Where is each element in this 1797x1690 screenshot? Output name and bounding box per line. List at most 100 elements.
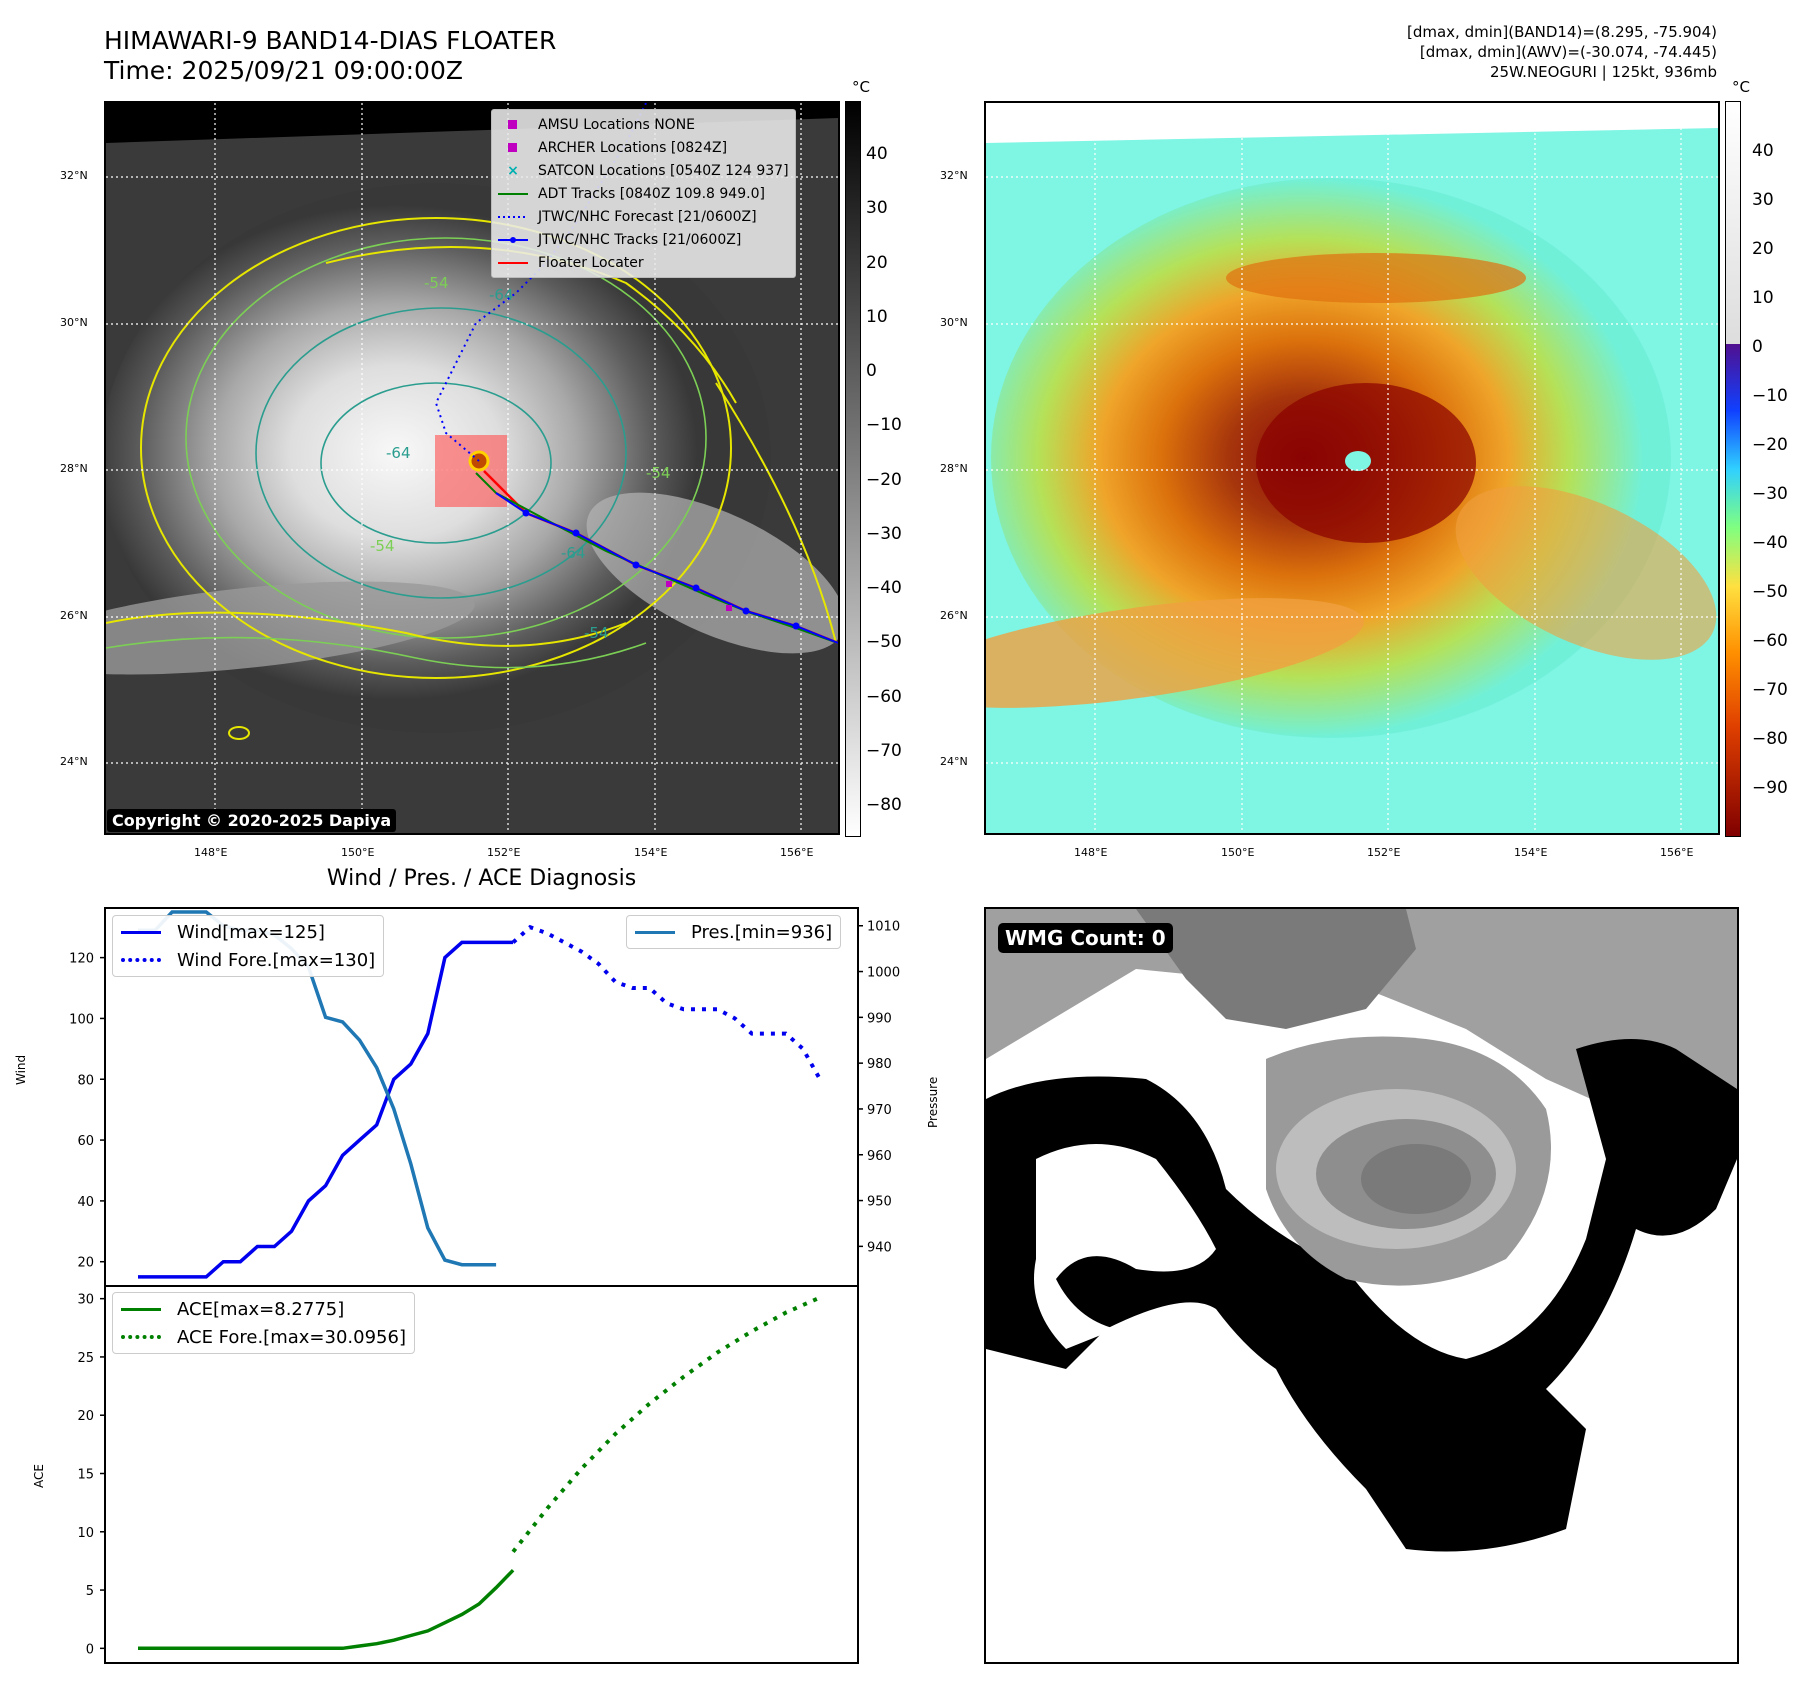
cb-tick: 40 [1752,141,1774,161]
cb-tick: 0 [1752,337,1763,357]
pressure-legend: Pres.[min=936] [626,915,842,949]
contour-label: -54 [424,274,449,292]
legend-pressure: Pres.[min=936] [635,918,832,946]
series-line-wind [138,940,514,1279]
wind-axis-tick-label: 100 [69,1012,94,1027]
title-line-1: HIMAWARI-9 BAND14-DIAS FLOATER [104,26,557,55]
diagnosis-frame [104,907,859,1664]
lat-label: 24°N [60,755,88,768]
contour-label: -54 [646,464,671,482]
lat-label: 24°N [940,755,968,768]
title-line-2: Time: 2025/09/21 09:00:00Z [104,56,463,85]
cb-tick: −10 [1752,386,1788,406]
cb-tick: −80 [1752,729,1788,749]
lat-label: 26°N [940,609,968,622]
pressure-axis-tick-label: 1010 [867,920,900,935]
awv-map-panel [984,101,1720,835]
cb-tick: −50 [1752,582,1788,602]
wmg-count-label: WMG Count: 0 [998,923,1173,953]
lon-label: 152°E [1367,846,1401,859]
lon-label: 154°E [1514,846,1548,859]
wind-axis-tick-label: 20 [77,1256,94,1271]
legend-jtwc-tracks: JTWC/NHC Tracks [21/0600Z] [498,228,789,251]
cb-tick: −40 [1752,533,1788,553]
cb-tick: 20 [866,253,888,273]
ace-axis-tick-label: 20 [77,1409,94,1424]
cb-tick: −80 [866,795,902,815]
storm-info: [dmax, dmin](BAND14)=(8.295, -75.904) [d… [1407,22,1717,82]
series-line-wind-fore- [511,924,822,1081]
pressure-axis-tick-label: 960 [867,1149,892,1164]
contour-label: -54 [370,537,395,555]
copyright-label: Copyright © 2020-2025 Dapiya [107,809,397,832]
legend-satcon: × SATCON Locations [0540Z 124 937] [507,162,789,179]
lon-label: 150°E [1221,846,1255,859]
cb-tick: −30 [866,524,902,544]
cb-tick: 30 [1752,190,1774,210]
ace-axis-tick-label: 30 [77,1293,94,1308]
contour-label: -64 [386,444,411,462]
ir-map-panel: -64 -54 -64 -54 -54 -64 -54 AMSU Locatio… [104,101,840,835]
cb-tick: −60 [866,687,902,707]
lat-label: 26°N [60,609,88,622]
series-line-ace-fore- [511,1295,821,1554]
awv-colorbar-unit: °C [1732,78,1750,96]
lon-label: 154°E [634,846,668,859]
lon-label: 156°E [1660,846,1694,859]
ace-legend: ACE[max=8.2775] ACE Fore.[max=30.0956] [112,1292,415,1354]
contour-label: -64 [489,286,514,304]
lat-label: 30°N [940,316,968,329]
ir-colorbar-unit: °C [852,78,870,96]
lon-label: 156°E [780,846,814,859]
pressure-axis-tick-label: 970 [867,1103,892,1118]
info-storm: 25W.NEOGURI | 125kt, 936mb [1489,63,1717,81]
wmg-image [986,909,1737,1552]
legend-adt: ADT Tracks [0840Z 109.8 949.0] [498,185,765,202]
cb-tick: −70 [1752,680,1788,700]
awv-image [986,103,1718,833]
cb-tick: 40 [866,144,888,164]
cb-tick: −30 [1752,484,1788,504]
legend-archer: ARCHER Locations [0824Z] [498,136,789,159]
ace-axis-label: ACE [32,1464,46,1488]
series-line-ace [138,1568,515,1651]
ir-colorbar [845,101,861,837]
cb-tick: −50 [866,632,902,652]
lon-label: 150°E [341,846,375,859]
pressure-axis-tick-label: 980 [867,1057,892,1072]
legend-ace: ACE[max=8.2775] [121,1295,406,1323]
pressure-axis-tick-label: 1000 [867,966,900,981]
cb-tick: −10 [866,415,902,435]
lat-label: 32°N [940,169,968,182]
legend-amsu: AMSU Locations NONE [498,113,789,136]
wind-axis-tick-label: 40 [77,1195,94,1210]
wind-axis-label: Wind [14,1054,28,1085]
legend-wind: Wind[max=125] [121,918,375,946]
ace-axis-tick-label: 10 [77,1526,94,1541]
lon-label: 148°E [1074,846,1108,859]
legend-jtwc-forecast: JTWC/NHC Forecast [21/0600Z] [498,208,757,225]
ir-legend: AMSU Locations NONE ARCHER Locations [08… [491,109,796,278]
wind-legend: Wind[max=125] Wind Fore.[max=130] [112,915,385,977]
cb-tick: 10 [866,307,888,327]
diagnosis-title: Wind / Pres. / ACE Diagnosis [326,866,637,891]
figure-title: HIMAWARI-9 BAND14-DIAS FLOATER Time: 202… [104,26,556,86]
legend-floater: Floater Locater [498,254,644,271]
cb-tick: −90 [1752,778,1788,798]
info-awv: [dmax, dmin](AWV)=(-30.074, -74.445) [1419,43,1717,61]
ace-axis-tick-label: 5 [86,1584,94,1599]
contour-label: -64 [561,544,586,562]
pressure-axis-label: Pressure [926,1076,940,1128]
pressure-axis-tick-label: 990 [867,1011,892,1026]
ace-axis-tick-label: 25 [77,1351,94,1366]
cb-tick: −70 [866,741,902,761]
wind-axis-tick-label: 60 [77,1134,94,1149]
lat-label: 32°N [60,169,88,182]
legend-ace-forecast: ACE Fore.[max=30.0956] [121,1323,406,1351]
lat-label: 28°N [940,462,968,475]
pressure-axis-tick-label: 940 [867,1240,892,1255]
lon-label: 152°E [487,846,521,859]
subplot-divider [106,1285,857,1287]
pressure-axis-tick-label: 950 [867,1195,892,1210]
